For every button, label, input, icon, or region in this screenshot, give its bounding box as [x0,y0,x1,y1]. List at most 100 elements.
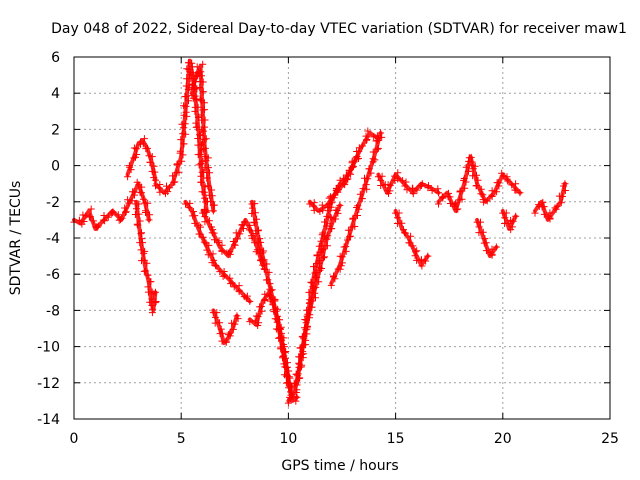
data-point-marker [198,139,206,147]
data-point-marker [364,127,372,135]
data-point-marker [364,175,372,183]
data-point-marker [152,182,159,190]
data-point-marker [370,133,378,141]
data-point-marker [151,288,159,296]
data-point-marker [413,186,421,194]
data-point-marker [226,274,234,282]
data-point-marker [282,348,290,355]
data-point-marker [241,218,249,226]
data-point-marker [553,202,561,210]
data-point-marker [156,181,164,188]
series-trace-j [248,199,295,396]
data-point-marker [229,238,237,245]
data-point-marker [192,96,200,104]
y-tick-label: -4 [46,231,60,247]
data-point-marker [137,230,145,238]
data-point-marker [182,82,190,90]
data-point-marker [146,158,154,166]
data-point-marker [122,208,129,216]
data-point-marker [464,167,472,175]
data-point-marker [319,229,327,237]
data-point-marker [444,193,452,201]
data-point-marker [362,132,370,140]
data-point-marker [460,175,468,182]
data-point-marker [306,296,314,304]
data-point-marker [197,223,204,231]
data-point-marker [109,208,117,216]
data-point-marker [130,188,138,196]
data-point-marker [136,239,144,247]
data-point-marker [424,184,432,192]
data-point-marker [212,262,220,270]
data-point-marker [212,261,219,269]
data-point-marker [409,190,417,198]
data-point-marker [186,199,194,207]
data-point-marker [213,309,221,317]
data-point-marker [334,186,342,194]
y-tick-label: 2 [51,122,60,138]
data-point-marker [310,285,318,293]
data-point-marker [558,193,566,200]
data-point-marker [482,247,490,255]
data-point-marker [343,176,351,184]
data-point-marker [93,223,101,231]
data-point-marker [251,209,259,217]
data-point-marker [481,235,489,243]
data-point-marker [412,248,420,256]
data-point-marker [193,63,201,71]
data-point-marker [295,353,303,361]
data-point-marker [508,181,516,189]
data-point-marker [401,182,409,190]
data-point-marker [132,145,140,153]
data-point-marker [403,186,411,194]
y-tick-label: -2 [46,195,60,211]
data-point-marker [80,218,88,225]
series-trace [134,199,158,313]
data-point-marker [136,217,144,225]
data-point-marker [252,230,260,237]
data-point-marker [226,329,234,337]
data-point-marker [101,217,109,225]
data-point-marker [318,201,326,209]
series-trace-s [499,208,520,234]
series-trace [250,199,293,394]
data-point-marker [317,237,325,245]
data-point-marker [156,188,164,196]
data-point-marker [516,189,524,197]
data-point-marker [355,144,363,152]
data-point-marker [199,60,207,68]
data-point-marker [561,180,569,188]
data-point-marker [278,336,286,344]
data-point-marker [418,262,426,270]
data-point-marker [201,106,208,114]
data-point-marker [200,135,208,143]
data-point-marker [133,205,140,213]
series-trace-n [327,129,386,289]
data-point-marker [148,302,156,309]
data-point-marker [200,238,208,246]
data-point-marker [202,208,210,216]
data-point-marker [233,312,241,320]
data-point-marker [348,157,356,165]
y-tick-label: 4 [51,86,60,102]
data-point-marker [203,174,211,182]
data-point-marker [176,147,184,155]
data-point-marker [133,178,141,186]
data-point-marker [531,209,539,217]
series-trace-e [188,60,218,215]
series-trace [295,154,359,385]
data-point-marker [227,280,235,288]
data-point-marker [285,367,293,375]
data-point-marker [196,150,204,158]
data-point-marker [100,212,108,219]
data-point-marker [488,187,496,195]
data-point-marker [200,99,208,107]
data-point-marker [182,130,190,138]
x-tick-label: 5 [177,431,186,447]
data-point-marker [143,259,151,267]
data-point-marker [147,278,155,286]
data-point-marker [418,180,426,188]
data-point-marker [407,232,415,240]
data-point-marker [219,272,227,280]
data-point-marker [197,172,205,180]
